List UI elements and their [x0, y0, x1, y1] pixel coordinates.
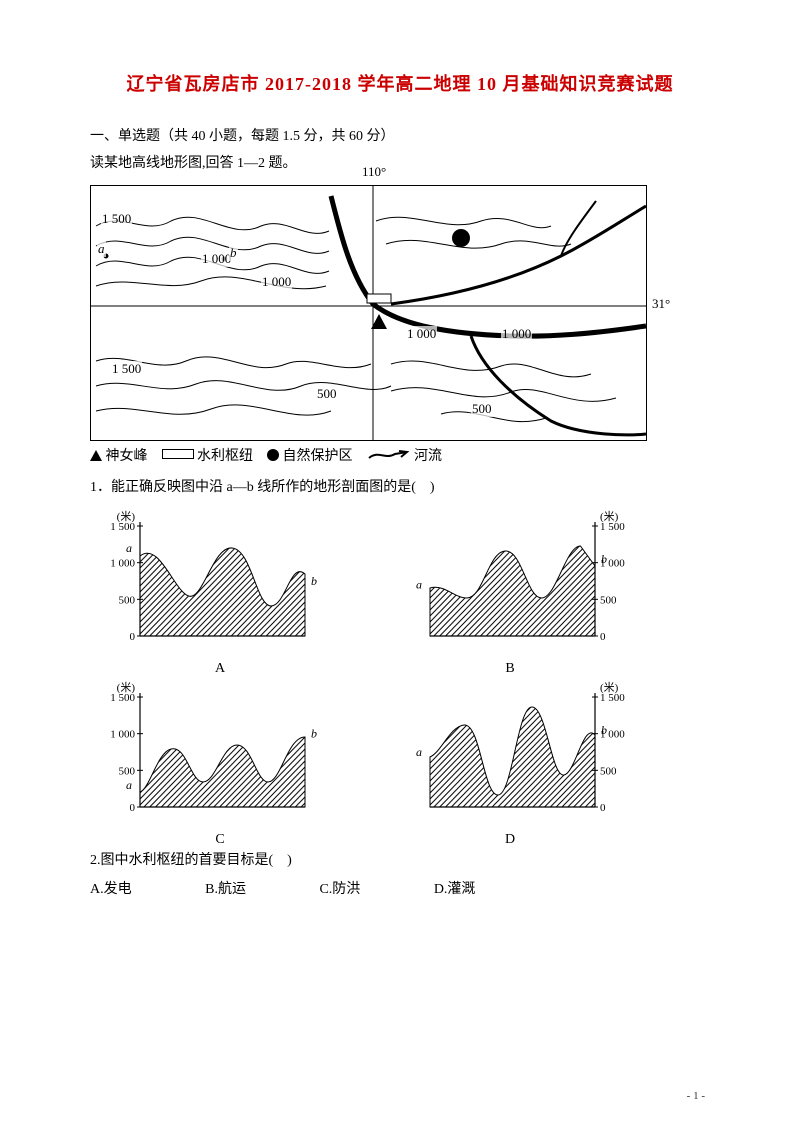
peak-icon [90, 450, 102, 461]
svg-text:1 500: 1 500 [110, 521, 135, 533]
profile-chart-D: (米) 1 5001 0005000 a b [380, 677, 640, 827]
q1-options-row2: (米) 1 5001 0005000 a b C (米) 1 5001 0005… [90, 677, 650, 848]
svg-text:500: 500 [119, 594, 136, 606]
q2-opt-D: D.灌溉 [434, 878, 476, 898]
legend-dam: 水利枢纽 [197, 449, 253, 464]
q2-options: A.发电 B.航运 C.防洪 D.灌溉 [90, 878, 710, 898]
q1-stem: 1．能正确反映图中沿 a—b 线所作的地形剖面图的是( ) [90, 475, 710, 502]
legend-reserve: 自然保护区 [283, 449, 353, 464]
svg-text:1 000: 1 000 [110, 728, 135, 740]
svg-text:b: b [601, 723, 607, 737]
svg-text:b: b [311, 574, 317, 588]
option-label-B: B [380, 661, 640, 677]
q2-opt-C: C.防洪 [319, 878, 360, 898]
contour-label: 1 000 [261, 274, 292, 290]
lon-label: 110° [361, 164, 387, 180]
page-number: - 1 - [687, 1090, 705, 1102]
svg-text:a: a [416, 745, 422, 759]
q2-stem: 2.图中水利枢纽的首要目标是( ) [90, 848, 710, 875]
option-label-D: D [380, 832, 640, 848]
svg-text:0: 0 [600, 802, 606, 814]
q2-opt-B: B.航运 [205, 878, 246, 898]
contour-label: 500 [316, 386, 338, 402]
river-icon [367, 448, 411, 467]
profile-chart-B: (米) 1 5001 0005000 a b [380, 506, 640, 656]
contour-label: 1 500 [101, 211, 132, 227]
intro-line: 读某地高线地形图,回答 1—2 题。 [90, 151, 710, 178]
option-label-C: C [90, 832, 350, 848]
point-b-label: b [229, 245, 238, 261]
svg-text:500: 500 [119, 765, 136, 777]
contour-label: 1 000 [501, 326, 532, 342]
profile-C: (米) 1 5001 0005000 a b C [90, 677, 350, 848]
q2-opt-A: A.发电 [90, 878, 132, 898]
svg-text:500: 500 [600, 594, 617, 606]
svg-text:1 500: 1 500 [600, 521, 625, 533]
section-heading: 一、单选题（共 40 小题，每题 1.5 分，共 60 分） [90, 124, 710, 151]
point-a-label: a [97, 241, 106, 257]
svg-text:a: a [126, 541, 132, 555]
legend-river: 河流 [414, 449, 442, 464]
contour-map: 1 500 1 000 1 000 1 500 500 1 000 1 000 … [90, 185, 647, 441]
map-svg [91, 186, 646, 440]
svg-text:a: a [126, 778, 132, 792]
q1-options-row1: (米) 1 5001 0005000 a b A (米) 1 5001 0005… [90, 506, 650, 677]
svg-text:500: 500 [600, 765, 617, 777]
profile-chart-A: (米) 1 5001 0005000 a b [90, 506, 350, 656]
profile-B: (米) 1 5001 0005000 a b B [380, 506, 640, 677]
profile-D: (米) 1 5001 0005000 a b D [380, 677, 640, 848]
profile-chart-C: (米) 1 5001 0005000 a b [90, 677, 350, 827]
svg-text:1 000: 1 000 [110, 557, 135, 569]
svg-text:a: a [416, 577, 422, 591]
svg-text:1 500: 1 500 [110, 692, 135, 704]
contour-label: 500 [471, 401, 493, 417]
svg-text:0: 0 [130, 802, 136, 814]
option-label-A: A [90, 661, 350, 677]
svg-text:0: 0 [600, 631, 606, 643]
svg-text:b: b [601, 552, 607, 566]
contour-label: 1 500 [111, 361, 142, 377]
contour-label: 1 000 [201, 251, 232, 267]
exam-title: 辽宁省瓦房店市 2017-2018 学年高二地理 10 月基础知识竞赛试题 [90, 70, 710, 96]
legend-peak: 神女峰 [106, 449, 148, 464]
map-legend: 神女峰 水利枢纽 自然保护区 河流 [90, 445, 710, 467]
lat-label: 31° [651, 296, 671, 312]
reserve-icon [267, 449, 279, 461]
svg-text:1 500: 1 500 [600, 692, 625, 704]
svg-text:b: b [311, 726, 317, 740]
profile-A: (米) 1 5001 0005000 a b A [90, 506, 350, 677]
svg-text:0: 0 [130, 631, 136, 643]
contour-label: 1 000 [406, 326, 437, 342]
dam-icon [162, 449, 194, 459]
